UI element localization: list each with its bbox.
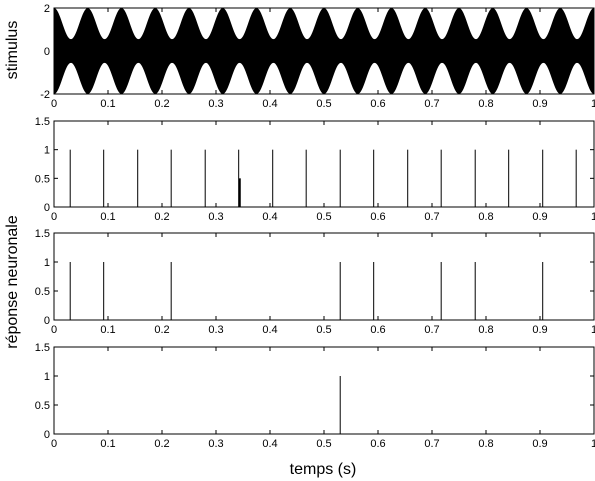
x-tick-label: 0 [51,211,57,223]
y-tick-label: 0.5 [35,400,50,412]
y-tick-label: 0 [44,429,50,441]
y-tick-label: 2 [44,3,50,15]
x-tick-label: 0.2 [154,98,169,110]
axes-frame [53,232,595,321]
x-tick-label: 0.9 [532,211,547,223]
x-tick-label: 0.8 [478,211,493,223]
x-tick-label: 0.8 [478,324,493,336]
x-tick-label: 0 [51,438,57,450]
x-tick-label: 0.4 [262,98,277,110]
x-tick-label: 0.7 [424,98,439,110]
x-tick-label: 0.6 [370,438,385,450]
y-tick-label: 0.5 [35,173,50,185]
x-tick-label: 0.3 [208,211,223,223]
x-tick-label: 0.7 [424,324,439,336]
x-tick-label: 0.7 [424,438,439,450]
x-tick-label: 0.9 [532,324,547,336]
x-tick-label: 0.6 [370,211,385,223]
x-tick-label: 0.2 [154,324,169,336]
x-tick-label: 0.5 [316,438,331,450]
x-tick-label: 0.9 [532,98,547,110]
ylabel-neuronal-response: réponse neuronale [4,215,21,349]
x-tick-label: 0.4 [262,324,277,336]
x-tick-label: 0.2 [154,211,169,223]
axes-frame [53,346,595,435]
x-tick-label: 0.1 [100,211,115,223]
x-tick-label: 1 [591,438,595,450]
stimulus-signal [54,8,594,94]
y-tick-label: -2 [40,89,50,101]
x-tick-label: 0.5 [316,211,331,223]
y-tick-label: 0 [44,315,50,327]
x-tick-label: 0.6 [370,98,385,110]
y-tick-label: 0.5 [35,286,50,298]
xlabel-time: temps (s) [290,461,357,478]
x-tick-label: 0.3 [208,324,223,336]
panel-3: 0 0.1 0.2 0.3 0.4 0.5 0.6 0.7 0.8 0.9 1 0 0.5 1 1.5 [35,228,595,336]
axes-frame [53,120,595,208]
x-tick-label: 0.8 [478,98,493,110]
x-tick-label: 0.2 [154,438,169,450]
y-tick-label: 1.5 [35,228,50,240]
y-tick-label: 1 [44,145,50,157]
x-tick-label: 0.4 [262,211,277,223]
x-tick-label: 1 [591,211,595,223]
x-tick-label: 0.4 [262,438,277,450]
x-tick-label: 0 [51,98,57,110]
x-tick-label: 0.7 [424,211,439,223]
x-tick-label: 1 [591,98,595,110]
x-tick-label: 0.1 [100,324,115,336]
x-tick-label: 0.3 [208,438,223,450]
x-tick-label: 0.1 [100,98,115,110]
y-tick-label: 0 [44,46,50,58]
y-tick-label: 1.5 [35,116,50,128]
panel-4: 0 0.1 0.2 0.3 0.4 0.5 0.6 0.7 0.8 0.9 1 0 0.5 1 1.5 [35,342,595,450]
x-tick-label: 0 [51,324,57,336]
panel-1: 0 0.1 0.2 0.3 0.4 0.5 0.6 0.7 0.8 0.9 1-202 [40,3,595,110]
y-tick-label: 1.5 [35,342,50,354]
x-tick-label: 0.5 [316,324,331,336]
x-tick-label: 1 [591,324,595,336]
y-tick-label: 0 [44,202,50,214]
x-tick-label: 0.1 [100,438,115,450]
ylabel-stimulus: stimulus [4,21,21,80]
x-tick-label: 0.8 [478,438,493,450]
y-tick-label: 1 [44,371,50,383]
y-tick-label: 1 [44,257,50,269]
panel-2: 0 0.1 0.2 0.3 0.4 0.5 0.6 0.7 0.8 0.9 1 0 0.5 1 1.5 [35,116,595,223]
x-tick-label: 0.6 [370,324,385,336]
x-tick-label: 0.5 [316,98,331,110]
x-tick-label: 0.3 [208,98,223,110]
x-tick-label: 0.9 [532,438,547,450]
